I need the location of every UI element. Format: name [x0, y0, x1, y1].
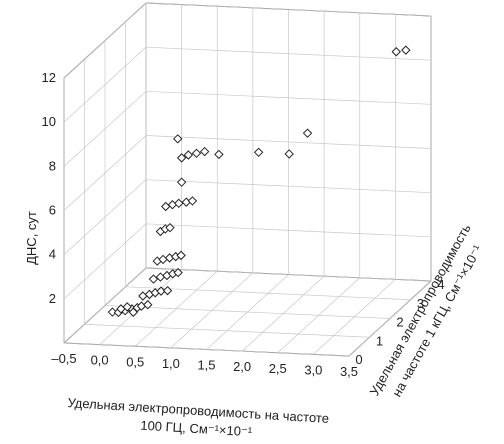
y-axis-label-line1: Удельная электропроводимость [367, 221, 474, 398]
floor-grid-y-2 [104, 305, 391, 319]
y-tick-label-3: 3 [417, 296, 424, 311]
back-grid-z-1 [145, 179, 432, 194]
z-tick-label-4: 10 [42, 114, 56, 129]
data-point-40 [253, 147, 264, 158]
side-grid-z-0 [63, 223, 147, 300]
data-point-44 [401, 45, 411, 55]
back-grid-z-4 [145, 46, 432, 61]
data-point-24 [176, 250, 186, 261]
floor-grid-y-3 [125, 286, 411, 301]
side-grid-z-2 [63, 135, 147, 211]
back-grid-z-0 [145, 223, 432, 238]
x-tick-label-7: 3,0 [304, 362, 322, 377]
z-tick-label-2: 6 [49, 203, 56, 218]
z-axis-label: ДНС, сут [24, 211, 39, 265]
data-point-43 [391, 47, 401, 57]
x-axis-label-line2: 100 ГЦ, См⁻¹×10⁻¹ [140, 418, 253, 440]
data-point-28 [161, 201, 171, 212]
floor-grid-y-1 [84, 323, 370, 338]
data-point-16 [155, 272, 166, 282]
data-point-6 [143, 300, 153, 310]
z-tick-label-5: 12 [42, 70, 56, 85]
data-point-19 [173, 267, 183, 278]
data-point-42 [302, 128, 313, 138]
floor-grid-y-0 [63, 342, 350, 357]
z-tick-label-0: 2 [49, 291, 56, 306]
data-point-38 [173, 134, 183, 144]
data-point-35 [183, 150, 194, 160]
data-point-0 [107, 307, 118, 317]
back-grid-z-5 [145, 2, 432, 17]
x-tick-label-3: 1,0 [162, 356, 180, 371]
data-point-39 [214, 149, 224, 160]
x-tick-label-6: 2,5 [269, 361, 287, 376]
x-tick-label-0: –0,5 [51, 351, 76, 366]
data-point-30 [174, 198, 184, 209]
data-point-14 [162, 285, 173, 296]
x-tick-label-1: 0,0 [91, 353, 109, 368]
data-point-10 [138, 291, 148, 301]
z-tick-label-1: 4 [49, 247, 56, 262]
y-tick-label-4: 4 [437, 277, 444, 292]
y-tick-label-2: 2 [396, 315, 403, 330]
data-point-32 [187, 196, 198, 206]
side-grid-z-3 [63, 91, 147, 167]
y-tick-label-0: 0 [355, 352, 362, 367]
data-point-9 [128, 307, 139, 317]
chart-panes [63, 2, 432, 357]
data-point-29 [167, 200, 178, 210]
data-point-15 [148, 274, 159, 284]
data-point-36 [191, 148, 202, 158]
x-tick-label-8: 3,5 [340, 364, 358, 379]
chart-ticks: –0,5 0,0 0,5 1,0 1,5 2,0 2,5 3,0 3,5012342468101… [42, 70, 445, 379]
data-point-34 [176, 153, 187, 163]
x-tick-label-2: 0,5 [126, 354, 144, 369]
back-grid-z-3 [145, 90, 432, 105]
z-tick-label-3: 8 [49, 158, 56, 173]
data-point-8 [122, 302, 132, 312]
x-tick-label-5: 2,0 [233, 359, 251, 374]
data-point-33 [176, 177, 187, 187]
side-grid-z-1 [63, 179, 147, 255]
data-point-37 [199, 146, 210, 157]
floor-grid-y-4 [145, 267, 432, 282]
data-point-41 [284, 149, 294, 159]
data-point-27 [165, 222, 175, 233]
side-grid-z-4 [63, 46, 147, 123]
y-tick-label-1: 1 [376, 333, 383, 348]
x-tick-label-4: 1,5 [197, 358, 215, 373]
chart-points [107, 45, 411, 318]
side-grid-z-5 [63, 2, 147, 79]
back-grid-z-2 [145, 135, 432, 149]
chart-grid [63, 2, 432, 357]
